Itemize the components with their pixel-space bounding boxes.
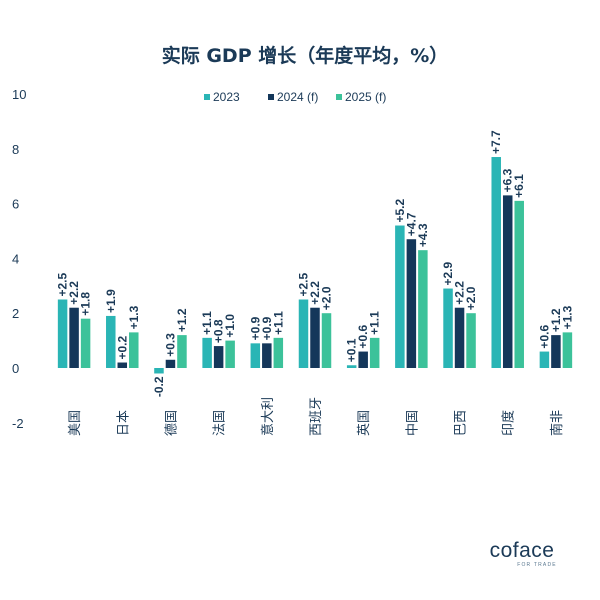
data-label: +2.2 [453, 281, 467, 305]
data-label: +4.7 [404, 212, 418, 236]
bar-巴西-2023 [443, 288, 453, 368]
bar-英国-2023 [346, 365, 357, 368]
bar-中国-2025 (f) [418, 250, 428, 368]
bar-巴西-2025 (f) [466, 313, 476, 368]
data-label: +2.0 [464, 286, 478, 310]
x-category-label: 美国 [68, 410, 83, 436]
legend-swatch-0 [204, 94, 210, 100]
logo-tagline: FOR TRADE [517, 562, 557, 568]
bar-德国-2025 (f) [177, 335, 187, 368]
x-category-label: 意大利 [260, 397, 276, 436]
x-category-label: 日本 [116, 410, 131, 436]
bar-西班牙-2024 (f) [310, 307, 320, 368]
bar-意大利-2025 (f) [273, 337, 284, 368]
bar-日本-2023 [106, 315, 116, 368]
chart-title: 实际 GDP 增长（年度平均，%） [162, 44, 449, 67]
y-axis: 10 8 6 4 2 0 -2 [12, 87, 26, 431]
y-tick-label: 6 [12, 197, 19, 212]
bar-日本-2025 (f) [129, 332, 139, 368]
bar-德国-2024 (f) [165, 359, 176, 368]
data-label: +7.7 [489, 130, 503, 154]
bar-西班牙-2025 (f) [321, 313, 332, 368]
x-category-label: 法国 [213, 410, 228, 436]
legend-swatch-1 [268, 94, 274, 100]
legend-label-2: 2025 (f) [345, 90, 386, 104]
data-label: +0.9 [248, 316, 262, 340]
bar-南非-2025 (f) [562, 332, 573, 368]
data-label: +1.8 [79, 292, 93, 316]
data-label: +1.1 [368, 311, 382, 335]
x-category-label: 巴西 [454, 410, 469, 436]
data-label: +2.2 [308, 281, 322, 305]
data-label: +6.1 [512, 174, 526, 198]
data-label: +0.3 [163, 333, 177, 357]
data-label: +1.2 [175, 308, 189, 332]
bar-南非-2024 (f) [551, 335, 561, 368]
bar-美国-2024 (f) [69, 307, 79, 368]
legend-label-0: 2023 [213, 90, 240, 104]
data-label: +4.3 [416, 223, 430, 247]
data-label: +0.6 [537, 325, 551, 349]
bar-中国-2023 [395, 225, 405, 368]
data-label: +0.6 [356, 325, 370, 349]
data-label: +0.9 [260, 316, 274, 340]
bar-西班牙-2023 [298, 299, 309, 368]
data-label: +1.3 [560, 305, 574, 329]
data-label: +0.8 [212, 319, 226, 343]
plot-area: +2.5+2.2+1.8 +1.9+0.2+1.3-0.2+0.3+1.2 +1.1… [56, 130, 575, 397]
x-category-label: 西班牙 [309, 397, 324, 436]
data-label: +2.5 [56, 272, 70, 296]
legend: 2023 2024 (f) 2025 (f) [204, 90, 386, 104]
bar-德国-2023 [154, 368, 164, 374]
data-label: +1.1 [200, 311, 214, 335]
y-tick-label: 8 [12, 142, 19, 157]
x-category-label: 中国 [405, 410, 420, 436]
bar-意大利-2024 (f) [262, 343, 272, 368]
legend-label-1: 2024 (f) [277, 90, 318, 104]
y-tick-label: 2 [12, 306, 19, 321]
x-axis: 美国 日本 德国 法国 意大利 西班牙 英国 中国 巴西 印度 南非 [68, 397, 565, 436]
bar-英国-2024 (f) [358, 351, 368, 368]
coface-logo: coface FOR TRADE [490, 539, 557, 568]
data-label: +1.2 [549, 308, 563, 332]
data-label: +1.0 [223, 314, 237, 338]
data-label: +2.2 [67, 281, 81, 305]
bar-日本-2024 (f) [117, 362, 128, 368]
data-label: +1.1 [271, 311, 285, 335]
bar-法国-2023 [202, 337, 212, 368]
bar-南非-2023 [539, 351, 550, 368]
data-label: +2.5 [297, 272, 311, 296]
bar-印度-2023 [491, 157, 501, 368]
bar-法国-2024 (f) [213, 346, 224, 368]
data-label: +0.1 [345, 338, 359, 362]
legend-swatch-2 [336, 94, 342, 100]
x-category-label: 南非 [549, 410, 565, 436]
bar-美国-2025 (f) [80, 318, 91, 368]
y-tick-label: -2 [12, 416, 24, 431]
bar-印度-2025 (f) [514, 200, 524, 368]
bar-巴西-2024 (f) [454, 307, 465, 368]
x-category-label: 英国 [357, 410, 372, 436]
y-tick-label: 4 [12, 251, 19, 266]
logo-wordmark: coface [490, 539, 555, 562]
y-tick-label: 0 [12, 361, 19, 376]
data-label: +6.3 [501, 168, 515, 192]
data-label: +1.3 [127, 305, 141, 329]
bar-法国-2025 (f) [225, 340, 235, 368]
data-label: +2.0 [320, 286, 334, 310]
bar-印度-2024 (f) [502, 195, 513, 368]
data-label: +5.2 [393, 199, 407, 223]
data-label: +0.2 [115, 336, 129, 360]
bar-英国-2025 (f) [369, 337, 380, 368]
data-label: -0.2 [152, 376, 166, 397]
bar-意大利-2023 [250, 343, 261, 368]
data-label: +2.9 [441, 262, 455, 286]
bar-美国-2023 [57, 299, 68, 368]
bar-中国-2024 (f) [406, 239, 417, 368]
x-category-label: 德国 [164, 410, 179, 436]
y-tick-label: 10 [12, 87, 26, 102]
x-category-label: 印度 [501, 410, 517, 436]
data-label: +1.9 [104, 289, 118, 313]
